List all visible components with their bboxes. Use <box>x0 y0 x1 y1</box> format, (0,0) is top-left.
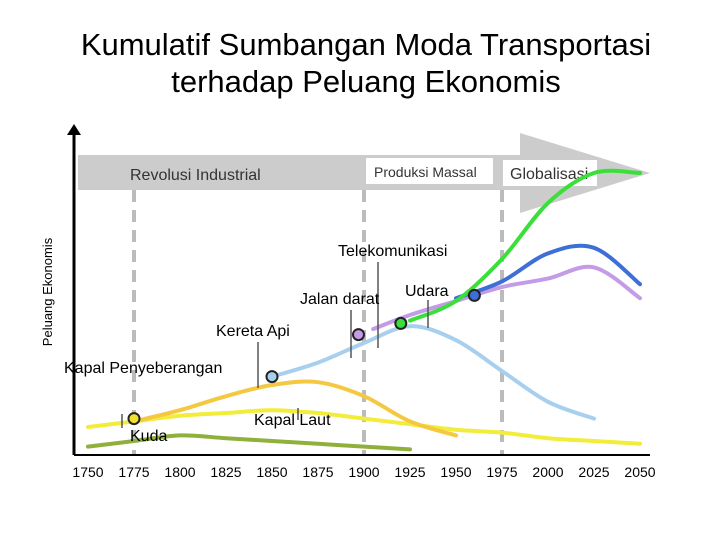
chart-title-line-2: terhadap Peluang Ekonomis <box>171 64 560 99</box>
x-tick-label-1950: 1950 <box>440 464 471 480</box>
y-axis-arrowhead <box>67 124 81 135</box>
series-lines <box>86 168 642 452</box>
marker-kuda <box>127 412 141 426</box>
marker-kereta-api <box>265 370 279 384</box>
label-telekomunikasi: Telekomunikasi <box>338 243 447 260</box>
x-tick-label-1925: 1925 <box>394 464 425 480</box>
series-line-kereta-api <box>270 324 596 421</box>
series-line-kapal-penyeberangan <box>86 433 412 452</box>
era-box-globalisasi <box>503 160 597 186</box>
x-tick-label-1800: 1800 <box>164 464 195 480</box>
x-tick-label-2050: 2050 <box>624 464 655 480</box>
era-dividers <box>132 190 504 455</box>
x-tick-label-1775: 1775 <box>118 464 149 480</box>
label-udara: Udara <box>405 283 449 300</box>
series-line-telekomunikasi <box>408 168 642 323</box>
series-line-kuda <box>86 408 642 446</box>
era-label-globalisasi: Globalisasi <box>510 166 588 183</box>
label-kapal-penyeberangan: Kapal Penyeberangan <box>64 360 222 377</box>
series-markers <box>127 288 481 426</box>
x-tick-label-2000: 2000 <box>532 464 563 480</box>
label-kereta-api: Kereta Api <box>216 323 290 340</box>
label-jalan-darat: Jalan darat <box>300 291 380 308</box>
label-kapal-laut: Kapal Laut <box>254 412 331 429</box>
x-tick-label-2025: 2025 <box>578 464 609 480</box>
x-tick-label-1850: 1850 <box>256 464 287 480</box>
marker-jalan-darat <box>351 328 365 342</box>
y-axis-label: Peluang Ekonomis <box>40 237 55 346</box>
marker-udara <box>467 288 481 302</box>
era-box-produksi-massal <box>366 158 493 184</box>
x-tick-label-1875: 1875 <box>302 464 333 480</box>
chart-title-line-1: Kumulatif Sumbangan Moda Transportasi <box>81 27 651 62</box>
series-line-udara <box>454 243 642 301</box>
label-kuda: Kuda <box>130 428 167 445</box>
era-arrow-band <box>78 133 650 213</box>
series-line-jalan-darat <box>371 264 642 331</box>
x-tick-label-1825: 1825 <box>210 464 241 480</box>
era-label-revolusi-industrial: Revolusi Industrial <box>130 167 261 184</box>
series-line-kapal-laut <box>132 379 458 438</box>
x-tick-labels: 1750 1775 1800 1825 1850 1875 1900 1925 1950 1975… <box>72 464 655 480</box>
x-tick-label-1900: 1900 <box>348 464 379 480</box>
era-label-produksi-massal: Produksi Massal <box>374 164 477 180</box>
marker-telekomunikasi <box>394 316 408 330</box>
x-tick-label-1975: 1975 <box>486 464 517 480</box>
x-tick-label-1750: 1750 <box>72 464 103 480</box>
